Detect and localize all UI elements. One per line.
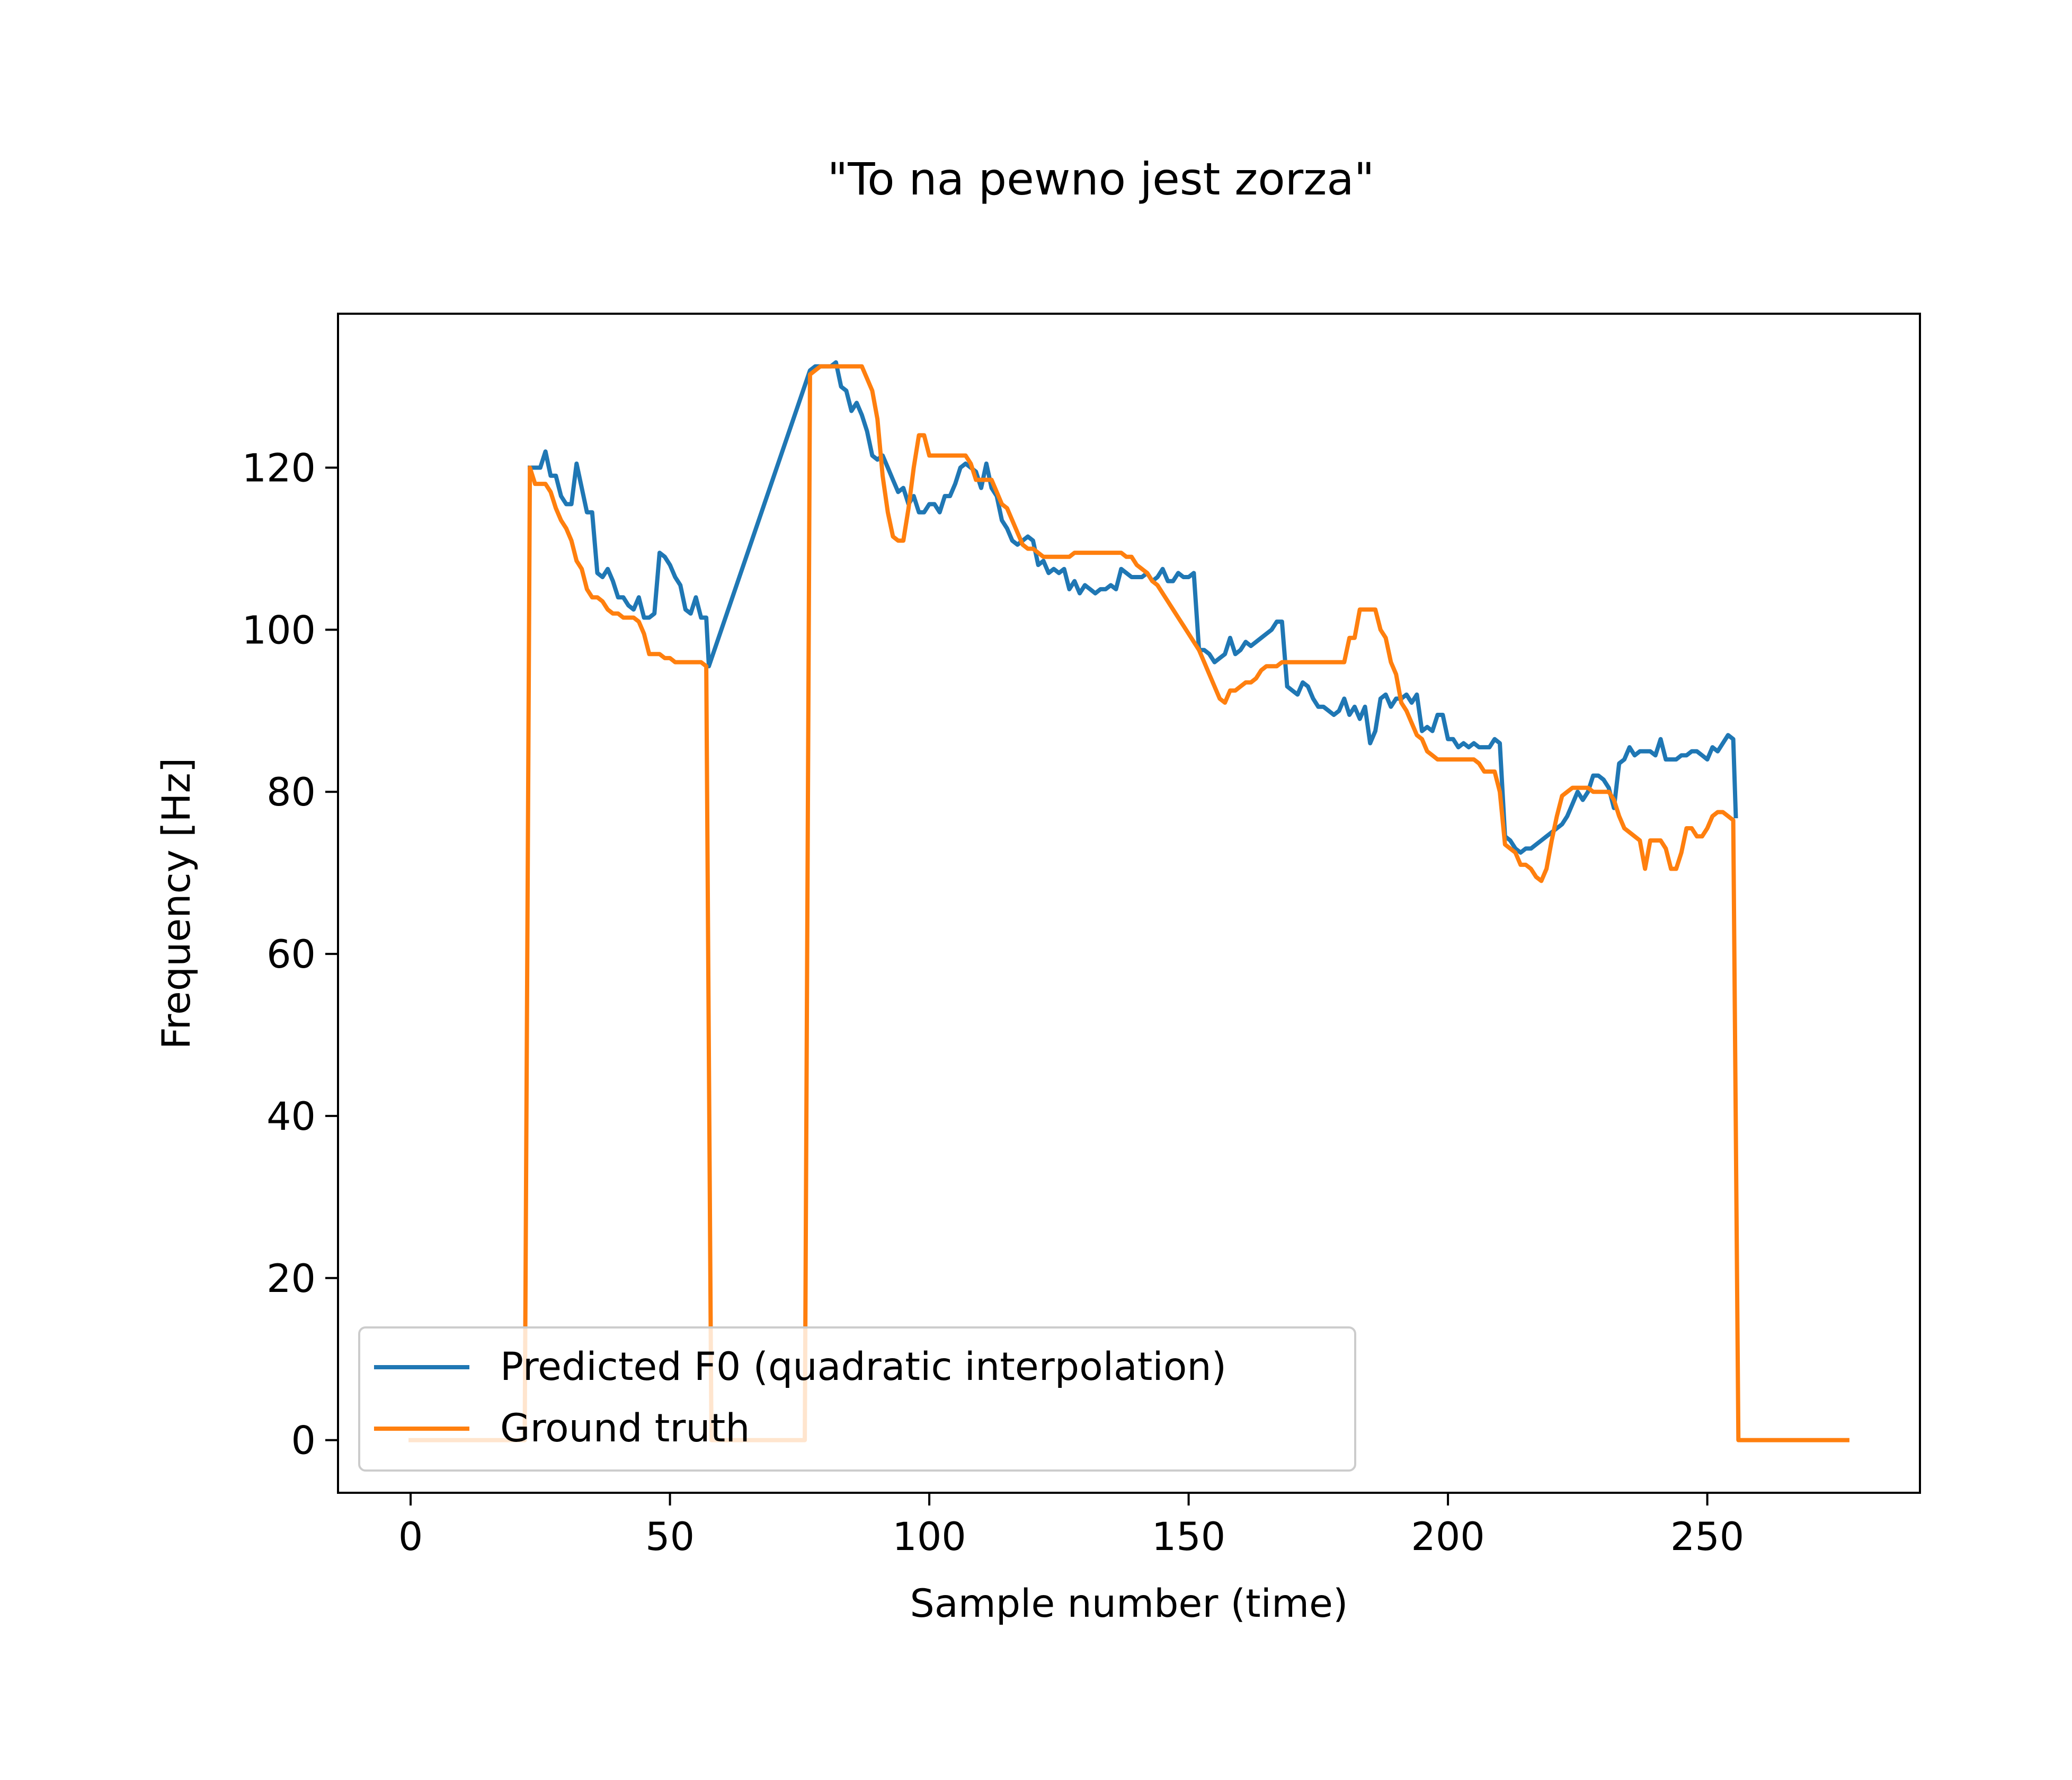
y-tick-label: 60 (266, 932, 316, 977)
y-tick-label: 40 (266, 1094, 316, 1139)
y-tick-label: 20 (266, 1256, 316, 1301)
y-tick-label: 0 (291, 1419, 316, 1464)
chart-title: "To na pewno jest zorza" (828, 153, 1375, 205)
y-axis-label: Frequency [Hz] (154, 758, 199, 1050)
x-axis-ticks: 0 50 100 150 200 250 (398, 1493, 1744, 1560)
y-tick-label: 120 (242, 446, 316, 491)
x-tick-label: 50 (645, 1515, 695, 1560)
series-layer (408, 360, 1849, 1442)
plot-frame (337, 313, 1921, 1494)
series-line-ground-truth (408, 364, 1849, 1442)
x-axis-label: Sample number (time) (910, 1581, 1348, 1626)
x-tick-label: 100 (892, 1515, 966, 1560)
x-tick-label: 250 (1670, 1515, 1744, 1560)
x-tick-label: 150 (1152, 1515, 1225, 1560)
x-tick-label: 0 (398, 1515, 423, 1560)
y-tick-label: 80 (266, 770, 316, 815)
legend: Predicted F0 (quadratic interpolation) G… (358, 1326, 1356, 1472)
x-tick-label: 200 (1411, 1515, 1484, 1560)
y-axis-ticks: 0 20 40 60 80 100 120 (242, 446, 338, 1464)
legend-label-ground-truth: Ground truth (500, 1406, 750, 1451)
legend-label-predicted: Predicted F0 (quadratic interpolation) (500, 1344, 1226, 1389)
legend-box (358, 1326, 1356, 1472)
y-tick-label: 100 (242, 608, 316, 653)
